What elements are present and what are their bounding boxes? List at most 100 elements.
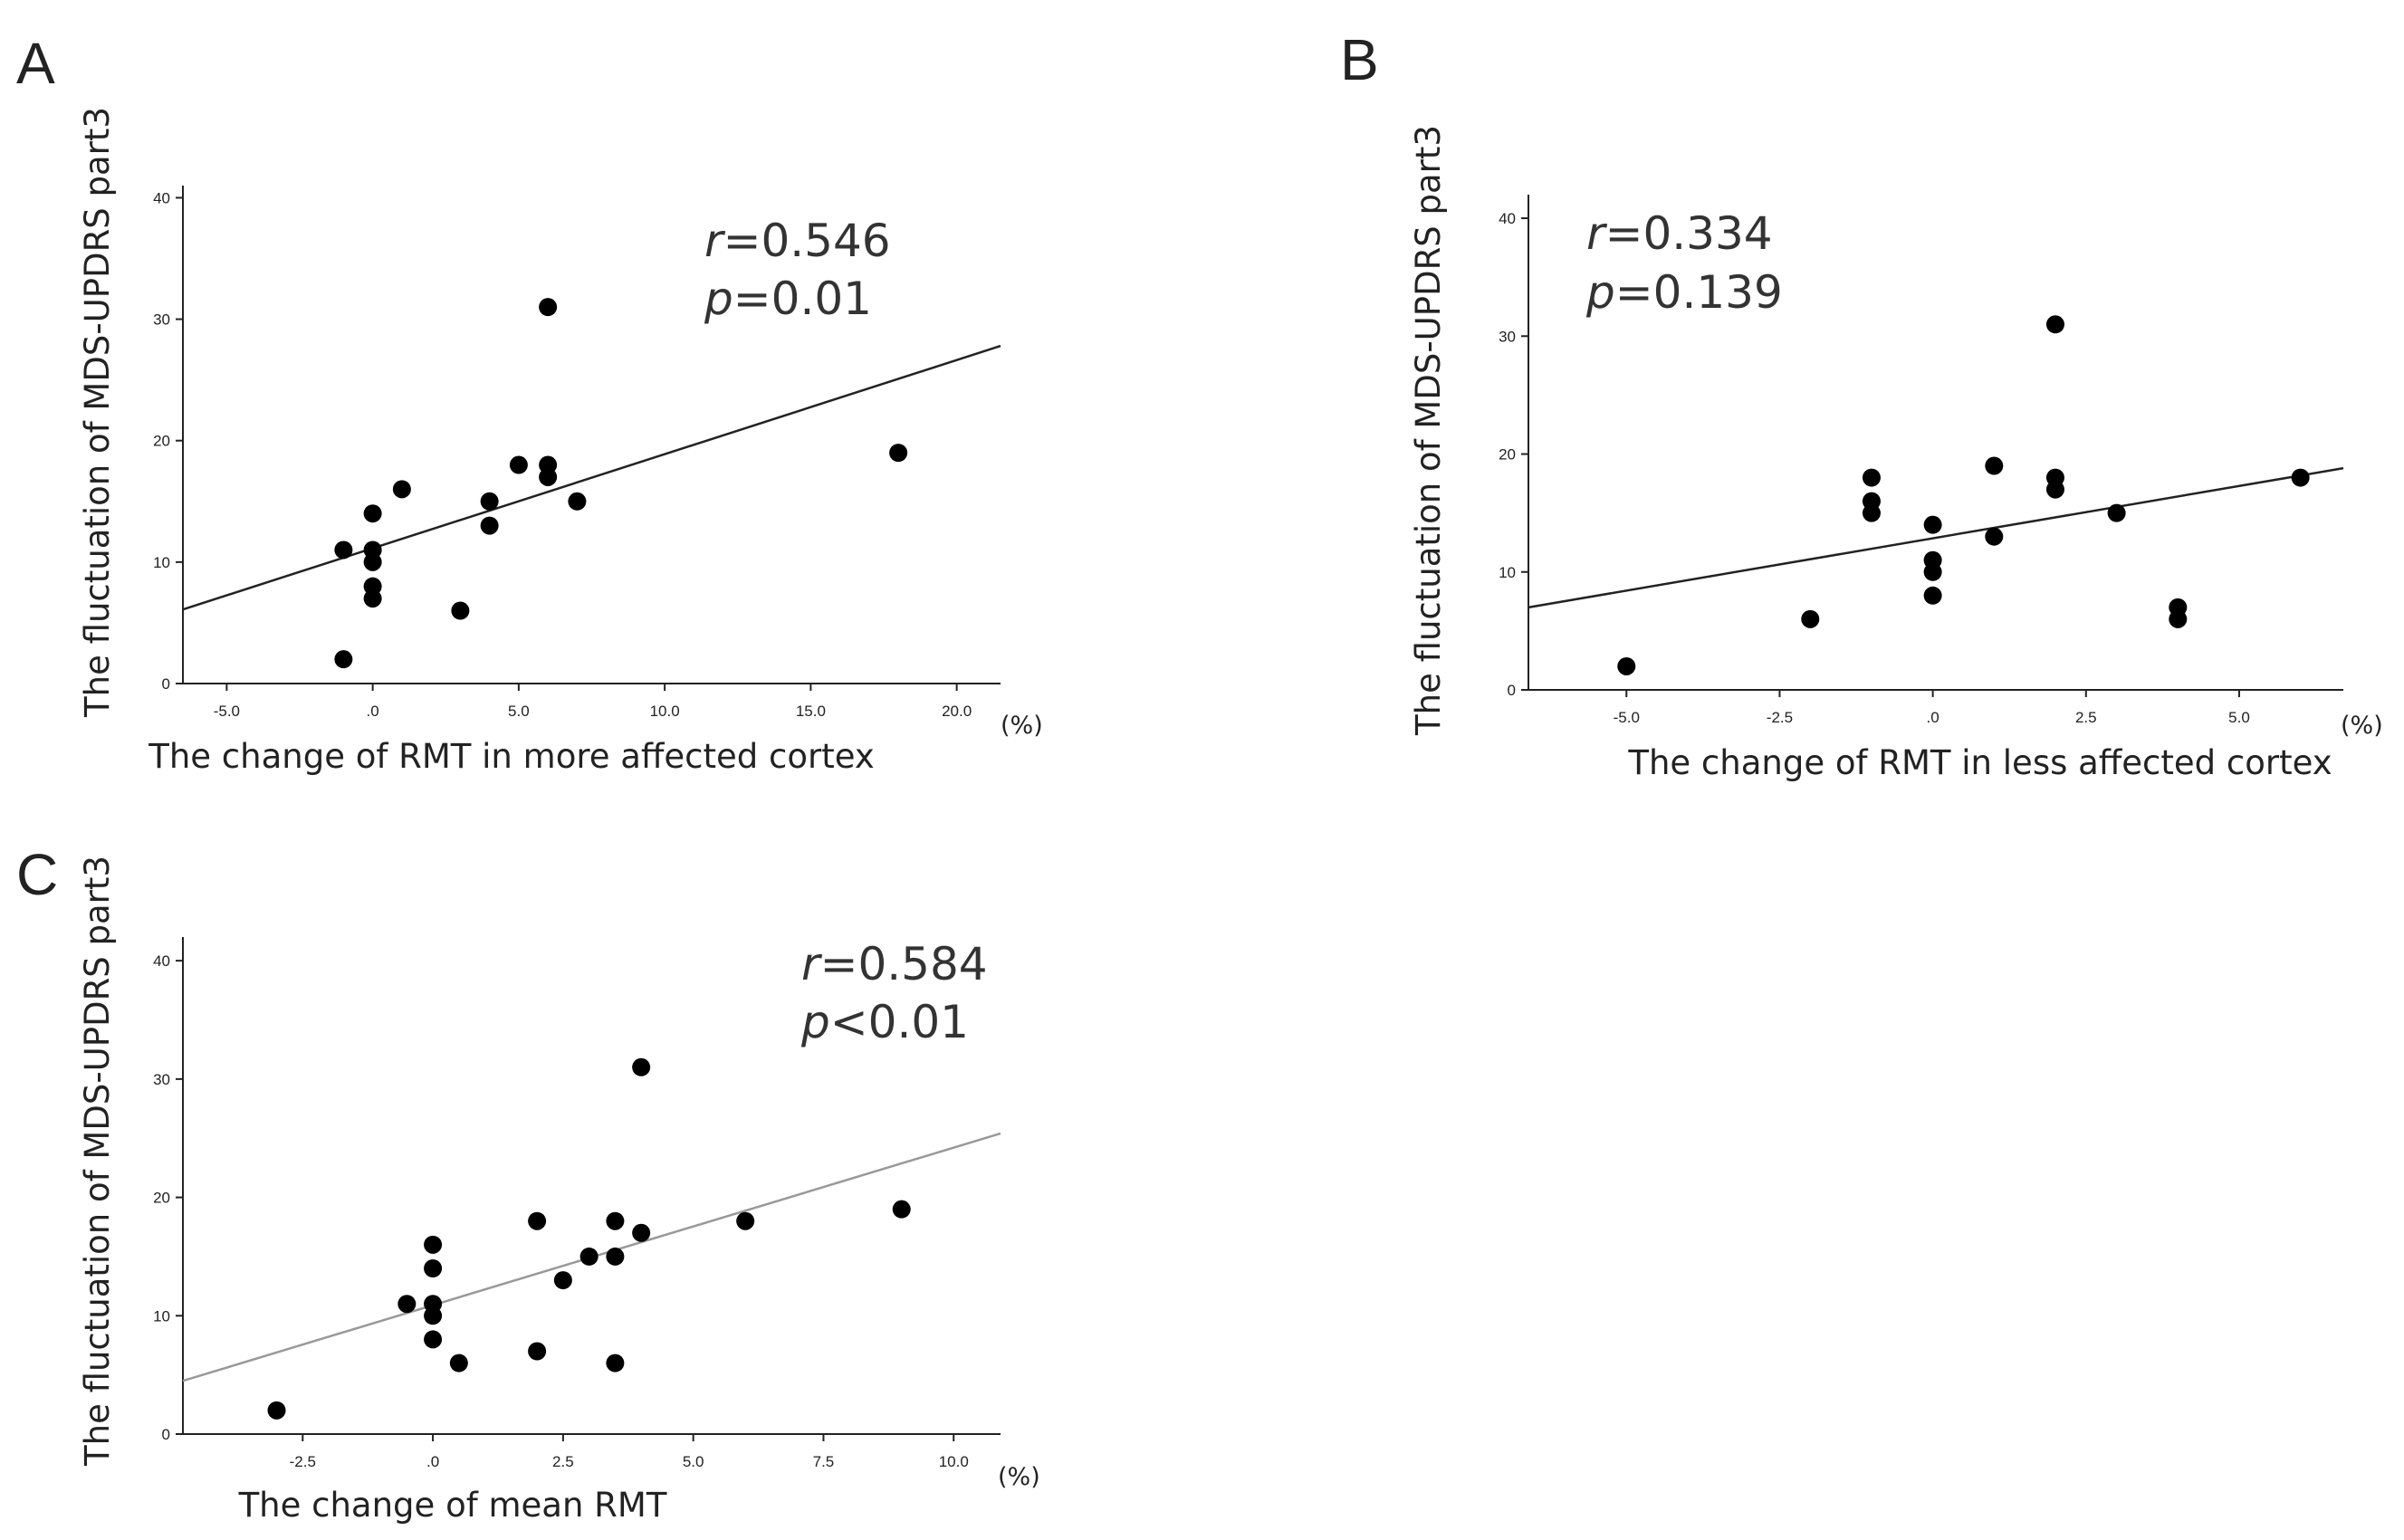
x-tick-label-b: 5.0 bbox=[2228, 709, 2250, 726]
y-tick-label-a: 20 bbox=[153, 433, 170, 450]
x-tick-label-a: 20.0 bbox=[942, 703, 972, 720]
y-tick-label-a: 40 bbox=[153, 189, 170, 206]
x-unit-label-a: (%) bbox=[1001, 712, 1043, 740]
data-point-a-2 bbox=[334, 540, 353, 560]
data-point-c-5 bbox=[424, 1295, 443, 1314]
data-point-a-4 bbox=[363, 577, 382, 596]
data-point-b-4 bbox=[1862, 492, 1881, 511]
fit-line-group-a bbox=[182, 344, 1001, 611]
data-point-a-8 bbox=[392, 480, 411, 499]
data-point-a-10 bbox=[480, 516, 499, 535]
data-point-b-13 bbox=[2045, 468, 2064, 487]
y-tick-label-c: 0 bbox=[162, 1426, 170, 1443]
data-point-c-19 bbox=[892, 1200, 911, 1219]
fit-line-b bbox=[1528, 466, 2344, 609]
data-point-c-18 bbox=[736, 1211, 755, 1230]
x-tick-label-a: 15.0 bbox=[796, 703, 826, 720]
y-tick-label-b: 30 bbox=[1499, 328, 1516, 345]
y-tick-label-a: 0 bbox=[162, 675, 170, 693]
data-point-c-11 bbox=[553, 1271, 572, 1290]
panel-b: B The fluctuation of MDS-UPDRS part3 The… bbox=[1340, 27, 2383, 782]
panel-c: C The fluctuation of MDS-UPDRS part3 The… bbox=[16, 842, 1040, 1525]
data-point-a-17 bbox=[889, 444, 908, 463]
x-axis-title-b: The change of RMT in less affected corte… bbox=[1627, 743, 2332, 782]
x-tick-label-a: -5.0 bbox=[214, 703, 240, 720]
y-tick-label-a: 10 bbox=[153, 554, 170, 571]
data-point-c-7 bbox=[424, 1235, 443, 1254]
data-point-c-12 bbox=[579, 1247, 599, 1266]
data-point-b-10 bbox=[1985, 527, 2004, 546]
panel-letter-b: B bbox=[1340, 27, 1379, 92]
x-tick-label-b: -5.0 bbox=[1614, 709, 1640, 726]
y-tick-label-b: 20 bbox=[1499, 446, 1516, 464]
x-tick-label-c: 7.5 bbox=[813, 1453, 835, 1470]
x-tick-label-a: 10.0 bbox=[650, 703, 680, 720]
data-point-a-6 bbox=[363, 540, 382, 560]
x-tick-label-a: .0 bbox=[367, 703, 379, 720]
p-statistic-a: p=0.01 bbox=[704, 273, 872, 325]
p-statistic-c: p<0.01 bbox=[800, 996, 969, 1048]
data-point-b-11 bbox=[1985, 456, 2004, 475]
data-point-a-11 bbox=[480, 492, 499, 511]
data-point-c-1 bbox=[267, 1401, 286, 1420]
x-tick-label-b: -2.5 bbox=[1767, 709, 1793, 726]
data-point-b-17 bbox=[2169, 598, 2188, 617]
data-point-a-16 bbox=[568, 492, 587, 511]
x-unit-label-c: (%) bbox=[998, 1463, 1040, 1491]
data-point-c-9 bbox=[528, 1342, 547, 1361]
data-point-a-15 bbox=[539, 298, 558, 317]
r-statistic-c: r=0.584 bbox=[801, 938, 988, 990]
r-statistic-b: r=0.334 bbox=[1586, 207, 1773, 260]
x-tick-label-b: 2.5 bbox=[2075, 709, 2097, 726]
ticks-c: -2.5 .0 2.5 5.0 7.5 10.0 0 10 20 30 40 bbox=[153, 952, 969, 1470]
data-point-b-9 bbox=[1923, 515, 1942, 534]
r-statistic-a: r=0.546 bbox=[704, 215, 891, 267]
data-point-c-10 bbox=[528, 1211, 547, 1230]
y-tick-label-a: 30 bbox=[153, 311, 170, 329]
data-point-b-18 bbox=[2291, 468, 2310, 487]
data-point-a-9 bbox=[451, 601, 470, 620]
points-a bbox=[334, 298, 908, 669]
p-statistic-b: p=0.139 bbox=[1585, 266, 1783, 319]
ticks-a: -5.0 .0 5.0 10.0 15.0 20.0 0 10 20 30 40 bbox=[153, 189, 972, 720]
x-tick-label-b: .0 bbox=[1927, 709, 1939, 726]
x-unit-label-b: (%) bbox=[2341, 712, 2383, 740]
data-point-c-8 bbox=[449, 1353, 468, 1373]
x-axis-title-a: The change of RMT in more affected corte… bbox=[148, 737, 875, 776]
data-point-b-14 bbox=[2045, 315, 2064, 334]
y-axis-title-c: The fluctuation of MDS-UPDRS part3 bbox=[78, 856, 117, 1467]
y-tick-label-b: 0 bbox=[1508, 682, 1516, 699]
data-point-b-6 bbox=[1923, 586, 1942, 605]
panel-letter-a: A bbox=[16, 31, 55, 96]
data-point-c-16 bbox=[632, 1223, 651, 1242]
points-c bbox=[267, 1057, 911, 1420]
data-point-c-2 bbox=[397, 1295, 417, 1314]
points-b bbox=[1617, 315, 2310, 675]
y-tick-label-c: 10 bbox=[153, 1307, 170, 1325]
data-point-c-6 bbox=[424, 1259, 443, 1277]
data-point-b-1 bbox=[1617, 656, 1636, 675]
y-axis-title-a: The fluctuation of MDS-UPDRS part3 bbox=[78, 107, 117, 718]
y-tick-label-b: 40 bbox=[1499, 210, 1516, 227]
data-point-a-12 bbox=[509, 455, 528, 474]
data-point-c-17 bbox=[632, 1057, 651, 1076]
data-point-c-13 bbox=[606, 1353, 625, 1373]
x-tick-label-c: -2.5 bbox=[290, 1453, 316, 1470]
data-point-a-1 bbox=[334, 650, 353, 669]
x-axis-title-c: The change of mean RMT bbox=[238, 1486, 667, 1525]
y-axis-title-b: The fluctuation of MDS-UPDRS part3 bbox=[1409, 125, 1448, 736]
data-point-b-15 bbox=[2107, 503, 2126, 522]
x-tick-label-c: 10.0 bbox=[939, 1453, 969, 1470]
y-tick-label-c: 40 bbox=[153, 952, 170, 970]
y-tick-label-c: 30 bbox=[153, 1071, 170, 1088]
panel-a: A The fluctuation of MDS-UPDRS part3 The… bbox=[16, 31, 1043, 776]
data-point-b-5 bbox=[1862, 468, 1881, 487]
data-point-b-8 bbox=[1923, 550, 1942, 569]
data-point-a-14 bbox=[539, 455, 558, 474]
y-tick-label-c: 20 bbox=[153, 1190, 170, 1207]
x-tick-label-c: 2.5 bbox=[552, 1453, 574, 1470]
fit-line-group-b bbox=[1528, 466, 2344, 609]
x-tick-label-a: 5.0 bbox=[508, 703, 530, 720]
data-point-a-7 bbox=[363, 504, 382, 523]
